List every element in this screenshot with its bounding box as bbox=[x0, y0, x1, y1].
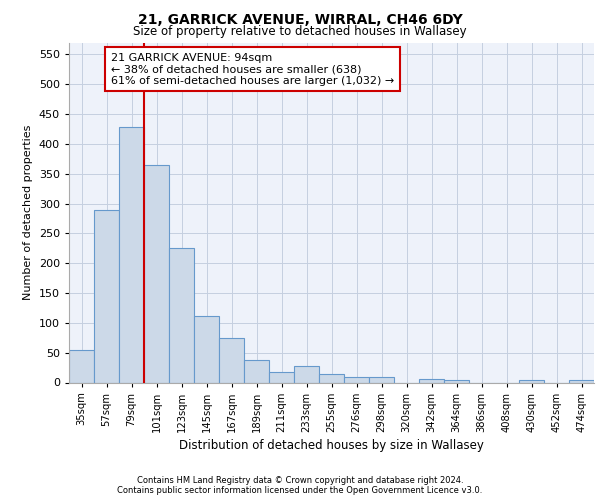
Bar bbox=[369, 376, 394, 382]
Bar bbox=[194, 316, 219, 382]
Bar bbox=[244, 360, 269, 382]
X-axis label: Distribution of detached houses by size in Wallasey: Distribution of detached houses by size … bbox=[179, 439, 484, 452]
Y-axis label: Number of detached properties: Number of detached properties bbox=[23, 125, 33, 300]
Bar bbox=[219, 338, 244, 382]
Bar bbox=[344, 376, 369, 382]
Bar bbox=[69, 350, 94, 382]
Bar bbox=[294, 366, 319, 382]
Text: Contains HM Land Registry data © Crown copyright and database right 2024.: Contains HM Land Registry data © Crown c… bbox=[137, 476, 463, 485]
Text: 21 GARRICK AVENUE: 94sqm
← 38% of detached houses are smaller (638)
61% of semi-: 21 GARRICK AVENUE: 94sqm ← 38% of detach… bbox=[111, 52, 394, 86]
Bar bbox=[569, 380, 594, 382]
Bar bbox=[444, 380, 469, 382]
Text: Size of property relative to detached houses in Wallasey: Size of property relative to detached ho… bbox=[133, 25, 467, 38]
Bar bbox=[269, 372, 294, 382]
Bar bbox=[169, 248, 194, 382]
Text: 21, GARRICK AVENUE, WIRRAL, CH46 6DY: 21, GARRICK AVENUE, WIRRAL, CH46 6DY bbox=[137, 12, 463, 26]
Text: Contains public sector information licensed under the Open Government Licence v3: Contains public sector information licen… bbox=[118, 486, 482, 495]
Bar bbox=[94, 210, 119, 382]
Bar bbox=[419, 379, 444, 382]
Bar bbox=[319, 374, 344, 382]
Bar bbox=[144, 165, 169, 382]
Bar bbox=[119, 127, 144, 382]
Bar bbox=[519, 380, 544, 382]
